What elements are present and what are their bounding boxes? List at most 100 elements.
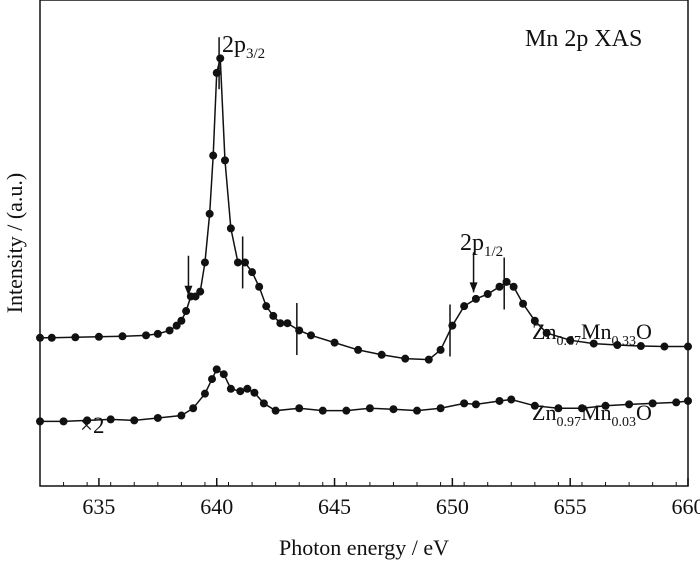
marker-layer xyxy=(184,37,505,357)
data-point xyxy=(153,329,162,338)
data-point xyxy=(306,331,315,340)
data-point xyxy=(377,350,386,359)
series-label-zn097-end: O xyxy=(636,400,652,425)
series-label-zn067: Zn0.67Mn0.33O xyxy=(532,319,652,349)
series-label-zn097-mid: Mn xyxy=(581,400,612,425)
peak-label-2p1-2-text: 2p xyxy=(460,230,484,256)
data-point xyxy=(636,342,645,351)
series-label-zn097-base: Zn xyxy=(532,400,556,425)
series-label-zn067-end: O xyxy=(636,319,652,344)
data-point xyxy=(436,345,445,354)
peak-label-2p3-2-text: 2p xyxy=(222,32,246,58)
x-tick-label: 655 xyxy=(554,494,587,519)
series-label-zn067-sub2: 0.33 xyxy=(612,334,637,349)
data-point xyxy=(530,316,539,325)
scale-factor-label: ×2 xyxy=(80,413,104,438)
x-tick-label: 640 xyxy=(200,494,233,519)
data-point xyxy=(424,355,433,364)
data-point xyxy=(248,268,257,277)
data-point xyxy=(413,406,422,415)
data-point xyxy=(189,404,198,413)
data-point xyxy=(271,406,280,415)
x-axis-label: Photon energy / eV xyxy=(279,535,449,560)
data-point xyxy=(495,396,504,405)
data-point xyxy=(613,341,622,350)
series-label-zn067-base: Zn xyxy=(532,319,556,344)
data-point xyxy=(436,404,445,413)
data-point xyxy=(318,406,327,415)
peak-label-2p1-2: 2p1/2 xyxy=(460,230,503,260)
data-point xyxy=(509,282,518,291)
data-point xyxy=(118,332,127,341)
data-point xyxy=(283,319,292,328)
data-point xyxy=(205,209,214,218)
data-point xyxy=(196,287,205,296)
data-point xyxy=(259,399,268,408)
data-point xyxy=(219,370,228,379)
data-point xyxy=(36,417,44,426)
data-point xyxy=(83,416,92,425)
data-point xyxy=(530,401,539,410)
data-point xyxy=(208,375,217,384)
x-axis-ticks: 635 640 645 650 655 660 xyxy=(39,478,700,519)
data-point xyxy=(209,151,218,160)
data-point xyxy=(401,354,410,363)
data-point xyxy=(59,417,68,426)
data-point xyxy=(507,395,516,404)
data-point xyxy=(684,396,692,405)
data-point xyxy=(220,156,229,165)
data-point xyxy=(226,224,235,233)
data-point xyxy=(648,399,657,408)
x-tick-label: 635 xyxy=(82,494,115,519)
data-point xyxy=(495,282,504,291)
feature-arrowhead xyxy=(184,285,193,296)
data-point xyxy=(250,388,259,397)
data-point xyxy=(365,404,374,413)
data-point xyxy=(243,384,252,393)
data-point xyxy=(269,311,278,320)
data-point xyxy=(672,398,681,407)
data-point xyxy=(330,338,339,347)
data-point xyxy=(212,365,221,374)
data-point xyxy=(142,331,151,340)
data-point xyxy=(460,302,469,311)
data-point xyxy=(342,406,351,415)
peak-label-2p1-2-sub: 1/2 xyxy=(484,244,503,260)
series-label-zn067-sub1: 0.67 xyxy=(556,334,581,349)
series-label-zn097: Zn0.97Mn0.03O xyxy=(532,400,652,430)
data-point xyxy=(36,333,44,342)
data-point xyxy=(177,411,186,420)
data-point xyxy=(554,404,563,413)
chart-title: Mn 2p XAS xyxy=(525,26,642,52)
feature-arrowhead xyxy=(469,282,478,293)
data-point xyxy=(233,258,242,267)
series-layer xyxy=(36,54,692,426)
data-point xyxy=(625,400,634,409)
peak-label-2p3-2: 2p3/2 xyxy=(222,32,265,62)
series-label-zn097-sub1: 0.97 xyxy=(556,415,581,430)
data-point xyxy=(182,307,191,316)
data-point xyxy=(236,387,245,396)
series-label-zn067-mid: Mn xyxy=(581,319,612,344)
x-tick-label: 645 xyxy=(318,494,351,519)
data-point xyxy=(216,54,225,63)
data-point xyxy=(177,316,186,325)
data-point xyxy=(255,282,264,291)
data-point xyxy=(226,384,235,393)
data-point xyxy=(589,339,598,348)
x-tick-label: 650 xyxy=(436,494,469,519)
data-point xyxy=(200,389,209,398)
data-point xyxy=(106,415,115,424)
data-point xyxy=(601,401,610,410)
data-point xyxy=(354,345,363,354)
data-point xyxy=(47,333,56,342)
data-point xyxy=(519,299,528,308)
y-axis-label: Intensity / (a.u.) xyxy=(2,173,27,314)
data-point xyxy=(165,326,174,335)
data-point xyxy=(153,413,162,422)
data-point xyxy=(200,258,209,267)
data-point xyxy=(295,404,304,413)
data-point xyxy=(389,405,398,414)
data-point xyxy=(684,342,692,351)
